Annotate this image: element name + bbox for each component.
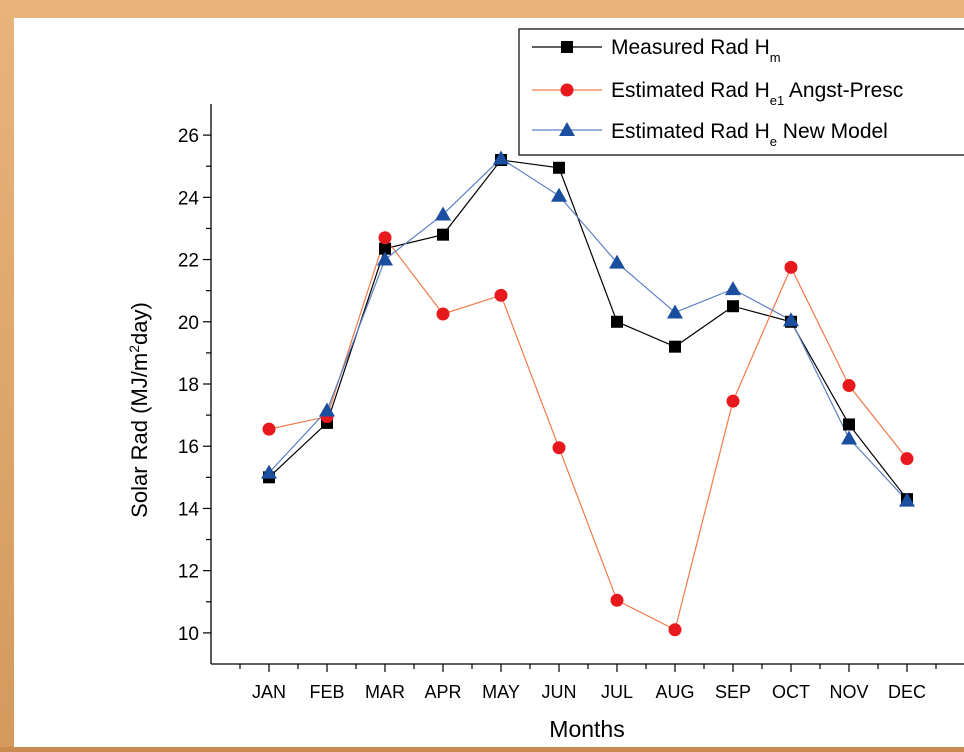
legend-label-new-model-sub: e [770, 134, 777, 149]
y-axis-label: Solar Rad (MJ/m2day) [126, 302, 152, 518]
y-tick-label: 20 [178, 313, 199, 334]
legend-label-angstrom: Estimated Rad He1 Angst-Presc [611, 79, 903, 108]
legend-label-new-model-rest: New Model [777, 120, 888, 143]
data-point-measured [669, 340, 681, 353]
y-tick-label: 14 [178, 499, 200, 520]
legend-marker-angstrom [560, 83, 574, 97]
legend-label-angstrom-main: Estimated Rad H [611, 79, 770, 102]
data-point-new_model [435, 206, 451, 221]
chart-panel: 10 12 14 16 18 20 22 24 26 JAN FEB MAR APR MAY JUN JUL… [14, 18, 964, 747]
legend-label-measured-main: Measured Rad H [611, 36, 770, 59]
y-tick-label: 22 [178, 251, 199, 272]
data-point-new_model [899, 492, 915, 507]
x-tick-label: NOV [829, 682, 868, 702]
data-point-angstrom [436, 307, 450, 321]
data-point-measured [843, 418, 855, 431]
data-point-new_model [493, 150, 509, 165]
data-point-angstrom [668, 623, 682, 637]
data-point-angstrom [610, 593, 624, 607]
data-point-measured [553, 161, 565, 174]
data-point-measured [379, 242, 391, 255]
data-point-angstrom [262, 422, 276, 436]
x-tick-labels: JAN FEB MAR APR MAY JUN JUL AUG SEP OCT NOV DEC [252, 682, 926, 702]
data-point-angstrom [552, 441, 566, 455]
y-axis-label-suffix: day) [127, 302, 152, 345]
data-point-new_model [783, 312, 799, 327]
y-tick-label: 10 [178, 624, 199, 645]
y-axis-label-prefix: Solar Rad (MJ/m [127, 353, 152, 518]
x-tick-label: APR [424, 682, 461, 702]
y-tick-label: 24 [178, 188, 200, 209]
y-axis-label-sup: 2 [126, 345, 142, 353]
x-axis-label: Months [549, 716, 624, 742]
axes [203, 104, 964, 672]
x-tick-label: JUL [601, 682, 633, 702]
data-point-angstrom [900, 452, 914, 466]
x-tick-label: JAN [252, 682, 286, 702]
data-point-measured [611, 315, 623, 328]
data-point-new_model [667, 304, 683, 319]
data-point-angstrom [378, 231, 392, 245]
legend-label-new-model: Estimated Rad He New Model [611, 120, 888, 149]
legend-label-measured-sub: m [770, 50, 781, 65]
series-markers [261, 150, 915, 637]
series-lines [268, 157, 908, 631]
legend-label-angstrom-rest: Angst-Presc [784, 79, 903, 102]
data-point-angstrom [842, 379, 856, 393]
y-tick-label: 12 [178, 562, 199, 583]
x-tick-label: MAY [482, 682, 520, 702]
x-tick-label: OCT [772, 682, 810, 702]
data-point-measured [437, 228, 449, 241]
series-line-angstrom [268, 236, 908, 631]
legend-marker-new-model [559, 122, 575, 136]
y-tick-labels: 10 12 14 16 18 20 22 24 26 [178, 126, 200, 645]
x-tick-label: FEB [309, 682, 344, 702]
data-point-new_model [725, 281, 741, 296]
legend-box [518, 28, 964, 156]
y-tick-label: 26 [178, 126, 199, 147]
data-point-new_model [319, 402, 335, 417]
series-line-new_model [268, 157, 908, 502]
y-tick-label: 16 [178, 437, 199, 458]
line-chart: 10 12 14 16 18 20 22 24 26 JAN FEB MAR APR MAY JUN JUL… [126, 28, 964, 742]
x-tick-label: JUN [542, 682, 577, 702]
data-point-new_model [609, 254, 625, 269]
data-point-angstrom [726, 394, 740, 408]
data-point-angstrom [784, 260, 798, 274]
legend: Measured Rad Hm Estimated Rad He1 Angst-… [518, 28, 964, 156]
data-point-angstrom [494, 288, 508, 302]
data-point-new_model [261, 464, 277, 479]
legend-label-new-model-main: Estimated Rad H [611, 120, 770, 143]
x-tick-label: AUG [655, 682, 694, 702]
series-line-measured [268, 159, 908, 500]
data-point-new_model [377, 251, 393, 266]
x-tick-label: DEC [888, 682, 926, 702]
legend-label-angstrom-sub: e1 [770, 93, 784, 108]
data-point-new_model [841, 430, 857, 445]
x-tick-label: MAR [365, 682, 405, 702]
data-point-new_model [551, 187, 567, 202]
data-point-measured [727, 300, 739, 313]
x-tick-label: SEP [715, 682, 751, 702]
y-tick-label: 18 [178, 375, 199, 396]
legend-marker-measured [561, 41, 573, 53]
legend-label-measured: Measured Rad Hm [611, 36, 781, 65]
